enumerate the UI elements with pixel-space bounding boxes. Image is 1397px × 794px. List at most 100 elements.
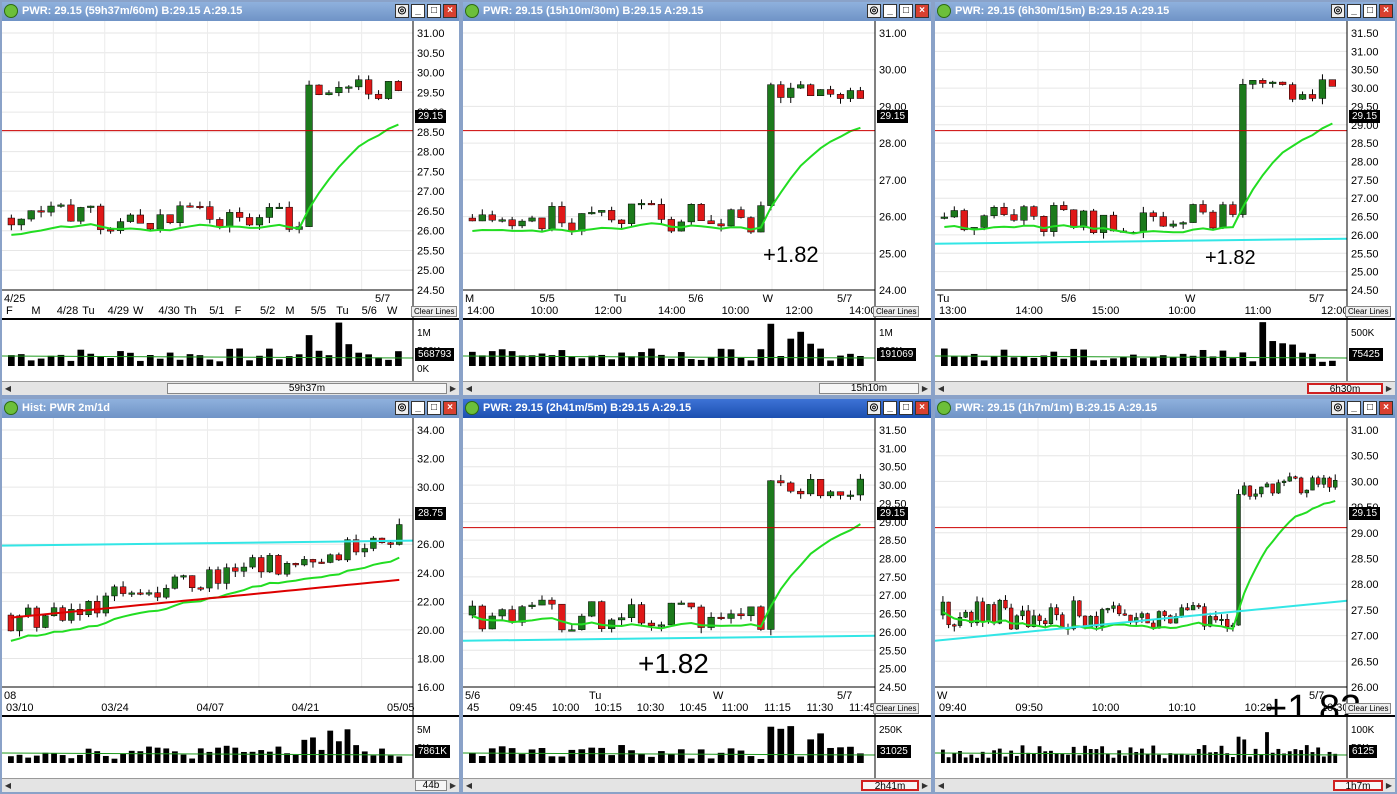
close-button[interactable]: × <box>1379 401 1393 415</box>
clear-lines-button[interactable]: Clear Lines <box>873 306 920 317</box>
close-button[interactable]: × <box>443 401 457 415</box>
clear-lines-button[interactable]: Clear Lines <box>411 306 458 317</box>
scroll-right-icon[interactable]: ▶ <box>1385 384 1393 393</box>
chart-panel-p4[interactable]: Hist: PWR 2m/1d◎_□×34.0032.0030.0028.002… <box>0 397 461 794</box>
volume-bar <box>1319 361 1326 366</box>
scroll-thumb[interactable]: 59h37m <box>167 383 447 394</box>
volume-panel[interactable]: 5M0K7861K◀44b▶ <box>2 715 459 792</box>
window-titlebar[interactable]: PWR: 29.15 (15h10m/30m) B:29.15 A:29.15 ◎… <box>463 2 931 21</box>
window-titlebar[interactable]: PWR: 29.15 (1h7m/1m) B:29.15 A:29.15 ◎ _ □ × <box>935 399 1395 418</box>
volume-panel[interactable]: 100K50K6125◀1h7m▶ <box>935 715 1395 792</box>
chart-panel-p2[interactable]: PWR: 29.15 (15h10m/30m) B:29.15 A:29.15 ◎… <box>461 0 933 397</box>
time-scrollbar[interactable]: ◀ 1h7m ▶ <box>935 778 1395 792</box>
chart-panel-p6[interactable]: PWR: 29.15 (1h7m/1m) B:29.15 A:29.15 ◎ _ □ ×… <box>933 397 1397 794</box>
window-titlebar[interactable]: PWR: 29.15 (59h37m/60m) B:29.15 A:29.15 ◎… <box>2 2 459 21</box>
scroll-left-icon[interactable]: ◀ <box>465 384 473 393</box>
candle <box>309 558 317 568</box>
chart-panel-p3[interactable]: PWR: 29.15 (6h30m/15m) B:29.15 A:29.15 ◎ _… <box>933 0 1397 397</box>
scroll-left-icon[interactable]: ◀ <box>937 384 945 393</box>
time-scrollbar[interactable]: ◀ 15h10m ▶ <box>463 381 931 395</box>
pin-icon[interactable]: ◎ <box>867 4 881 18</box>
scroll-thumb[interactable]: 6h30m <box>1307 383 1383 395</box>
clear-lines-button[interactable]: Clear Lines <box>1345 306 1392 317</box>
scroll-right-icon[interactable]: ▶ <box>449 781 457 790</box>
scroll-thumb[interactable]: 44b <box>415 780 447 791</box>
price-chart[interactable]: 31.0030.5030.0029.5029.0028.5028.0027.50… <box>935 418 1395 715</box>
y-axis-tick: 31.00 <box>1351 425 1379 437</box>
window-titlebar[interactable]: PWR: 29.15 (6h30m/15m) B:29.15 A:29.15 ◎ _… <box>935 2 1395 21</box>
y-axis-tick: 27.00 <box>417 186 445 198</box>
window-title: PWR: 29.15 (6h30m/15m) B:29.15 A:29.15 <box>955 5 1170 17</box>
scroll-right-icon[interactable]: ▶ <box>1385 781 1393 790</box>
minimize-button[interactable]: _ <box>1347 401 1361 415</box>
scroll-left-icon[interactable]: ◀ <box>937 781 945 790</box>
chart-panel-p1[interactable]: PWR: 29.15 (59h37m/60m) B:29.15 A:29.15 ◎… <box>0 0 461 397</box>
pin-icon[interactable]: ◎ <box>867 401 881 415</box>
volume-axis-tick: 100K <box>1351 725 1375 736</box>
pin-icon[interactable]: ◎ <box>1331 4 1345 18</box>
candle <box>1003 595 1008 610</box>
scroll-thumb[interactable]: 15h10m <box>819 383 919 394</box>
candle <box>787 82 795 103</box>
price-chart[interactable]: 31.5031.0030.5030.0029.5029.0028.5028.00… <box>935 21 1395 318</box>
close-button[interactable]: × <box>915 4 929 18</box>
time-scrollbar[interactable]: ◀ 2h41m ▶ <box>463 778 931 792</box>
scroll-left-icon[interactable]: ◀ <box>465 781 473 790</box>
y-axis-tick: 16.00 <box>417 682 445 694</box>
volume-panel[interactable]: 250K 31025 ◀ 2h41m ▶ <box>463 715 931 792</box>
candle <box>478 209 486 222</box>
volume-bar <box>47 355 55 366</box>
price-chart[interactable]: 31.0030.5030.0029.5029.0028.5028.0027.50… <box>2 21 459 318</box>
candle <box>166 214 174 225</box>
minimize-button[interactable]: _ <box>411 4 425 18</box>
pin-icon[interactable]: ◎ <box>395 401 409 415</box>
scroll-left-icon[interactable]: ◀ <box>4 781 12 790</box>
scroll-right-icon[interactable]: ▶ <box>449 384 457 393</box>
clear-lines-button[interactable]: Clear Lines <box>1345 703 1392 714</box>
time-scrollbar[interactable]: ◀ 44b ▶ <box>2 778 459 792</box>
minimize-button[interactable]: _ <box>411 401 425 415</box>
x-axis-tick: 14:00 <box>658 305 686 317</box>
minimize-button[interactable]: _ <box>883 401 897 415</box>
pin-icon[interactable]: ◎ <box>395 4 409 18</box>
volume-bar <box>538 353 546 366</box>
candle <box>1229 201 1237 218</box>
candle <box>578 213 586 236</box>
clear-lines-button[interactable]: Clear Lines <box>873 703 920 714</box>
candle <box>1298 91 1307 100</box>
maximize-button[interactable]: □ <box>899 401 913 415</box>
y-axis-tick: 22.00 <box>417 596 445 608</box>
scroll-right-icon[interactable]: ▶ <box>921 781 929 790</box>
volume-bar <box>777 728 785 763</box>
close-button[interactable]: × <box>915 401 929 415</box>
chart-panel-p5[interactable]: PWR: 29.15 (2h41m/5m) B:29.15 A:29.15 ◎ _ □… <box>461 397 933 794</box>
maximize-button[interactable]: □ <box>1363 4 1377 18</box>
volume-bar <box>767 726 775 763</box>
price-chart[interactable]: 31.5031.0030.5030.0029.5029.0028.5028.00… <box>463 418 931 715</box>
minimize-button[interactable]: _ <box>883 4 897 18</box>
time-scrollbar[interactable]: ◀ 59h37m ▶ <box>2 381 459 395</box>
scroll-thumb[interactable]: 2h41m <box>861 780 919 792</box>
maximize-button[interactable]: □ <box>427 4 441 18</box>
price-chart[interactable]: 31.0030.0029.0028.0027.0026.0025.0024.00… <box>463 21 931 318</box>
window-titlebar[interactable]: Hist: PWR 2m/1d ◎ _ □ × <box>2 399 459 418</box>
minimize-button[interactable]: _ <box>1347 4 1361 18</box>
x-axis-tick: 04/21 <box>292 702 320 714</box>
scroll-left-icon[interactable]: ◀ <box>4 384 12 393</box>
scroll-right-icon[interactable]: ▶ <box>921 384 929 393</box>
time-scrollbar[interactable]: ◀ 6h30m ▶ <box>935 381 1395 395</box>
volume-panel[interactable]: 1M500K0K568793◀59h37m▶ <box>2 318 459 395</box>
volume-panel[interactable]: 1M500K191069◀15h10m▶ <box>463 318 931 395</box>
last-price-badge: 29.15 <box>877 507 909 521</box>
maximize-button[interactable]: □ <box>1363 401 1377 415</box>
maximize-button[interactable]: □ <box>899 4 913 18</box>
maximize-button[interactable]: □ <box>427 401 441 415</box>
pin-icon[interactable]: ◎ <box>1331 401 1345 415</box>
window-titlebar[interactable]: PWR: 29.15 (2h41m/5m) B:29.15 A:29.15 ◎ _ □… <box>463 399 931 418</box>
price-chart[interactable]: 34.0032.0030.0028.0026.0024.0022.0020.00… <box>2 418 459 715</box>
scroll-thumb[interactable]: 1h7m <box>1333 780 1383 792</box>
close-button[interactable]: × <box>443 4 457 18</box>
volume-bar <box>1309 353 1316 366</box>
volume-panel[interactable]: 500K 75425 ◀ 6h30m ▶ <box>935 318 1395 395</box>
close-button[interactable]: × <box>1379 4 1393 18</box>
